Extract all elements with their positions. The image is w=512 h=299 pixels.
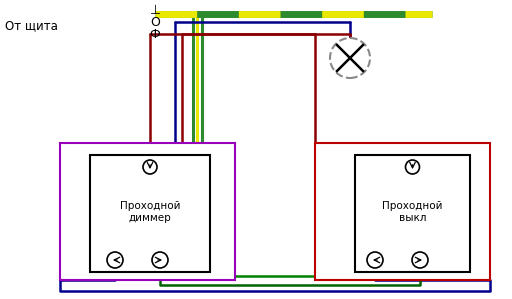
Bar <box>315 143 490 280</box>
Text: Ф: Ф <box>150 28 160 40</box>
Circle shape <box>406 160 419 174</box>
Text: ⊥: ⊥ <box>150 4 160 16</box>
Text: Проходной: Проходной <box>382 201 443 211</box>
Text: Проходной: Проходной <box>120 201 180 211</box>
Circle shape <box>143 160 157 174</box>
Text: О: О <box>150 16 160 28</box>
Text: диммер: диммер <box>129 213 172 223</box>
Circle shape <box>367 252 383 268</box>
Text: От щита: От щита <box>5 19 58 33</box>
Bar <box>355 155 470 272</box>
Text: выкл: выкл <box>399 213 426 223</box>
Circle shape <box>330 38 370 78</box>
Bar <box>90 155 210 272</box>
Circle shape <box>412 252 428 268</box>
Bar <box>60 143 235 280</box>
Circle shape <box>152 252 168 268</box>
Circle shape <box>107 252 123 268</box>
